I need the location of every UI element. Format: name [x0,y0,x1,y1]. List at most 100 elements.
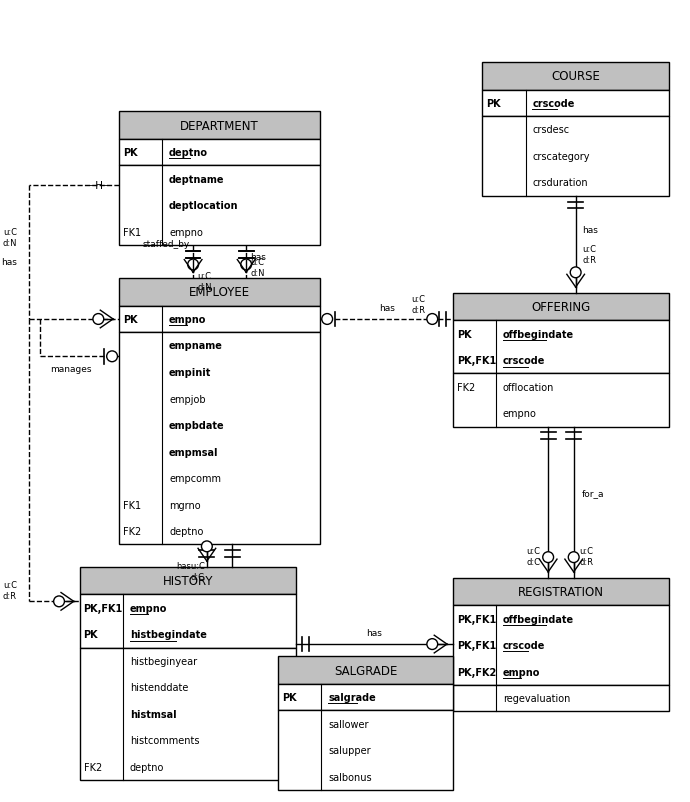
Text: crscode: crscode [503,640,545,650]
Text: crsduration: crsduration [533,178,588,188]
Text: REGISTRATION: REGISTRATION [518,585,604,598]
Circle shape [322,314,333,325]
Text: salupper: salupper [328,745,371,755]
Text: has: has [1,258,17,267]
Text: PK,FK1: PK,FK1 [457,356,496,366]
Circle shape [570,268,581,278]
Bar [278,657,453,684]
Bar [482,91,669,117]
Bar [453,578,669,606]
Text: PK: PK [282,692,297,703]
Bar [482,117,669,196]
Circle shape [93,314,104,325]
Circle shape [427,314,437,325]
Text: deptname: deptname [169,174,224,184]
Text: FK1: FK1 [123,500,141,510]
Circle shape [201,541,213,552]
Text: FK1: FK1 [123,227,141,237]
Text: offbegindate: offbegindate [503,614,574,624]
Bar [482,63,669,91]
Text: empjob: empjob [169,394,206,404]
Circle shape [54,596,64,607]
Text: OFFERING: OFFERING [531,301,591,314]
Bar [453,606,669,685]
Text: u:C
d:N: u:C d:N [250,257,264,277]
Text: offbegindate: offbegindate [503,330,574,339]
Text: mgrno: mgrno [169,500,201,510]
Text: staffed_by: staffed_by [143,240,190,249]
Text: has: has [582,226,598,235]
Bar [453,374,669,427]
Text: empno: empno [169,227,203,237]
Text: empbdate: empbdate [169,420,225,431]
Text: SALGRADE: SALGRADE [334,664,397,677]
Text: deptlocation: deptlocation [169,200,239,211]
Text: offlocation: offlocation [503,383,554,392]
Text: deptno: deptno [130,762,164,772]
Text: COURSE: COURSE [551,71,600,83]
Text: empno: empno [503,409,537,419]
Text: empcomm: empcomm [169,473,221,484]
Text: histenddate: histenddate [130,683,188,692]
Circle shape [543,552,553,563]
Text: histmsal: histmsal [130,709,177,719]
Text: PK: PK [486,99,501,109]
Circle shape [188,260,199,270]
Text: empinit: empinit [169,367,211,378]
Text: salbonus: salbonus [328,772,372,782]
Circle shape [569,552,579,563]
Bar [119,140,320,166]
Bar [119,333,320,545]
Text: u:C
d:C: u:C d:C [526,546,540,566]
Text: histcomments: histcomments [130,735,199,745]
Text: for_a: for_a [582,488,604,497]
Bar [278,684,453,711]
Text: regevaluation: regevaluation [503,693,571,703]
Text: ─H─: ─H─ [89,180,109,191]
Text: u:C
d:R: u:C d:R [3,580,17,600]
Text: PK,FK1: PK,FK1 [83,603,123,613]
Text: u:C
d:R: u:C d:R [412,294,426,314]
Text: FK2: FK2 [457,383,475,392]
Text: crscode: crscode [503,356,545,366]
Bar [79,648,296,780]
Circle shape [241,260,252,270]
Text: sallower: sallower [328,719,368,729]
Text: PK,FK1: PK,FK1 [457,640,496,650]
Bar [119,279,320,306]
Text: PK,FK2: PK,FK2 [457,666,496,677]
Text: u:C
d:N: u:C d:N [2,228,17,248]
Text: has: has [366,629,382,638]
Bar [79,567,296,595]
Text: has: has [250,253,266,261]
Text: FK2: FK2 [123,526,141,537]
Text: PK: PK [123,314,137,325]
Text: crscode: crscode [533,99,575,109]
Text: PK: PK [123,148,137,158]
Text: crscategory: crscategory [533,152,590,162]
Text: has: has [379,304,395,313]
Text: empno: empno [130,603,167,613]
Bar [453,685,669,711]
Text: hasu:C
d:C: hasu:C d:C [176,561,205,581]
Bar [453,321,669,374]
Text: empno: empno [169,314,206,325]
Text: histbegindate: histbegindate [130,630,206,639]
Bar [79,595,296,648]
Text: empno: empno [503,666,540,677]
Text: FK2: FK2 [83,762,102,772]
Text: empname: empname [169,341,223,351]
Bar [278,711,453,790]
Text: EMPLOYEE: EMPLOYEE [189,286,250,299]
Text: deptno: deptno [169,148,208,158]
Text: deptno: deptno [169,526,204,537]
Text: DEPARTMENT: DEPARTMENT [180,119,259,132]
Bar [453,294,669,321]
Text: u:C
d:N: u:C d:N [197,272,212,292]
Circle shape [427,639,437,650]
Bar [119,112,320,140]
Bar [119,306,320,333]
Text: PK: PK [83,630,98,639]
Text: manages: manages [50,365,92,374]
Text: u:C
d:R: u:C d:R [580,546,593,566]
